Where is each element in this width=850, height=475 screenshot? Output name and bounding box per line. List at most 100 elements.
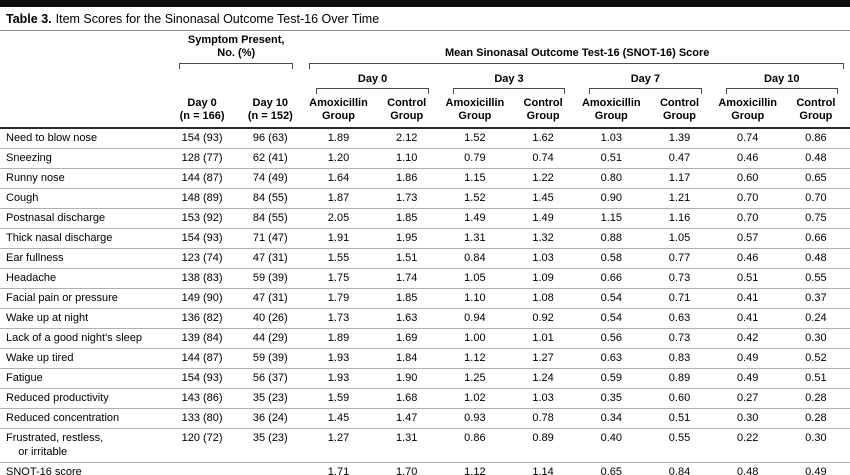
- row-label: Need to blow nose: [6, 132, 98, 144]
- row-value: 1.49: [464, 212, 486, 224]
- row-value: 1.47: [395, 412, 418, 424]
- row-value: 1.85: [395, 292, 418, 304]
- row-value: 0.37: [805, 292, 827, 304]
- row-value: 1.86: [395, 172, 418, 184]
- row-value: 0.57: [736, 232, 759, 244]
- col-header-control: Control Group: [523, 97, 563, 122]
- row-value: 0.86: [464, 432, 486, 444]
- row-value: 0.65: [805, 172, 827, 184]
- row-value: 1.03: [532, 392, 554, 404]
- row-value: 138 (83): [181, 272, 223, 284]
- row-value: 1.10: [395, 152, 418, 164]
- row-value: 62 (41): [252, 152, 288, 164]
- table-row: Wake up at night 136 (82) 40 (26) 1.73 1.63 0…: [0, 309, 850, 329]
- row-value: 36 (24): [252, 412, 288, 424]
- row-value: 1.75: [327, 272, 350, 284]
- row-value: 1.15: [600, 212, 622, 224]
- row-value: 1.79: [327, 292, 350, 304]
- day7-group-header: Day 7: [630, 73, 661, 85]
- row-value: 1.22: [532, 172, 554, 184]
- row-value: 1.93: [327, 352, 350, 364]
- col-header-day10-n: Day 10 (n = 152): [247, 97, 293, 122]
- row-value: 1.32: [532, 232, 554, 244]
- row-value: 0.84: [668, 466, 691, 475]
- row-value: 96 (63): [252, 132, 288, 144]
- table-row: Sneezing 128 (77) 62 (41) 1.20 1.10 0.79 0.74 0…: [0, 149, 850, 169]
- table-row: Reduced productivity 143 (86) 35 (23) 1.59 1…: [0, 389, 850, 409]
- row-value: 1.20: [327, 152, 350, 164]
- row-value: 1.05: [464, 272, 486, 284]
- table-body: Need to blow nose 154 (93) 96 (63) 1.89 2.12…: [0, 129, 850, 475]
- row-value: 0.46: [736, 152, 759, 164]
- row-value: 0.88: [600, 232, 622, 244]
- row-value: 0.93: [464, 412, 486, 424]
- row-value: 0.27: [736, 392, 759, 404]
- row-value: 0.77: [668, 252, 691, 264]
- row-value: 1.73: [327, 312, 350, 324]
- row-value: 1.16: [668, 212, 691, 224]
- row-value: 1.68: [395, 392, 418, 404]
- row-value: 74 (49): [252, 172, 288, 184]
- row-value: 0.41: [736, 292, 759, 304]
- col-header-control: Control Group: [387, 97, 427, 122]
- table-row: Fatigue 154 (93) 56 (37) 1.93 1.90 1.25 1.24 0.…: [0, 369, 850, 389]
- row-value: 1.12: [464, 352, 486, 364]
- symptom-present-group-header: Symptom Present, No. (%): [187, 34, 285, 59]
- row-value: 1.45: [327, 412, 350, 424]
- row-label: Cough: [6, 192, 39, 204]
- row-value: 0.34: [600, 412, 622, 424]
- row-value: 0.63: [600, 352, 622, 364]
- row-label: Postnasal discharge: [6, 212, 106, 224]
- table-row: Need to blow nose 154 (93) 96 (63) 1.89 2.12…: [0, 129, 850, 149]
- row-label: Facial pain or pressure: [6, 292, 118, 304]
- row-value: 0.49: [805, 466, 827, 475]
- row-value: 0.47: [668, 152, 691, 164]
- row-value: 1.00: [464, 332, 486, 344]
- row-value: 0.78: [532, 412, 554, 424]
- row-label: Ear fullness: [6, 252, 64, 264]
- row-value: 0.83: [668, 352, 691, 364]
- row-value: 71 (47): [252, 232, 288, 244]
- column-group-bracket: [316, 88, 429, 94]
- col-header-day0-n: Day 0 (n = 166): [179, 97, 225, 122]
- col-header-control: Control Group: [796, 97, 836, 122]
- row-value: 0.66: [600, 272, 622, 284]
- row-label: Sneezing: [6, 152, 52, 164]
- row-label: Lack of a good night's sleep: [6, 332, 143, 344]
- row-value: 1.93: [327, 372, 350, 384]
- row-value: 1.45: [532, 192, 554, 204]
- row-value: 0.46: [736, 252, 759, 264]
- row-value: 0.70: [736, 212, 759, 224]
- row-value: 1.09: [532, 272, 554, 284]
- row-value: 1.85: [395, 212, 418, 224]
- row-label: Runny nose: [6, 172, 65, 184]
- row-value: 0.30: [805, 332, 827, 344]
- row-value: 0.42: [736, 332, 759, 344]
- table-row: Thick nasal discharge 154 (93) 71 (47) 1.91…: [0, 229, 850, 249]
- row-value: 1.55: [327, 252, 350, 264]
- row-value: 0.40: [600, 432, 622, 444]
- row-label: Thick nasal discharge: [6, 232, 113, 244]
- table-row: Ear fullness 123 (74) 47 (31) 1.55 1.51 0.84 1…: [0, 249, 850, 269]
- row-value: 2.05: [327, 212, 350, 224]
- row-value: 1.31: [395, 432, 418, 444]
- row-value: 0.41: [736, 312, 759, 324]
- row-value: 148 (89): [181, 192, 223, 204]
- row-value: 1.05: [668, 232, 691, 244]
- row-value: 153 (92): [181, 212, 223, 224]
- row-value: 0.52: [805, 352, 827, 364]
- row-value: 1.51: [395, 252, 418, 264]
- col-header-amoxicillin: Amoxicillin Group: [445, 97, 505, 122]
- col-header-control: Control Group: [659, 97, 700, 122]
- col-header-amoxicillin: Amoxicillin Group: [309, 97, 368, 122]
- row-value: 143 (86): [181, 392, 223, 404]
- row-value: 35 (23): [252, 392, 288, 404]
- row-value: 1.64: [327, 172, 350, 184]
- table-title: Table 3. Item Scores for the Sinonasal Ou…: [0, 7, 850, 31]
- row-value: 0.71: [668, 292, 691, 304]
- row-value: 1.31: [464, 232, 486, 244]
- row-value: 0.63: [668, 312, 691, 324]
- row-value: 0.48: [736, 466, 759, 475]
- row-value: 44 (29): [252, 332, 288, 344]
- row-value: 0.48: [805, 152, 827, 164]
